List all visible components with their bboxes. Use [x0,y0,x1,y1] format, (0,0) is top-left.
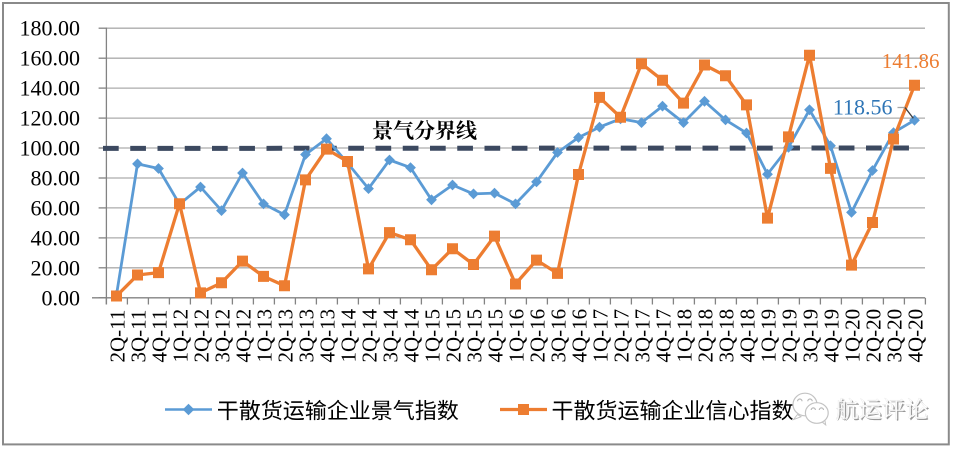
svg-text:120.00: 120.00 [20,106,81,131]
svg-text:20.00: 20.00 [31,255,81,280]
svg-text:0.00: 0.00 [42,285,81,310]
svg-text:80.00: 80.00 [31,166,81,191]
svg-text:60.00: 60.00 [31,195,81,220]
svg-text:141.86: 141.86 [882,49,940,73]
svg-text:4Q-20: 4Q-20 [904,309,928,363]
svg-text:160.00: 160.00 [20,46,81,71]
svg-text:180.00: 180.00 [20,16,81,41]
svg-text:118.56: 118.56 [833,95,893,120]
svg-text:140.00: 140.00 [20,76,81,101]
svg-text:40.00: 40.00 [31,225,81,250]
svg-text:100.00: 100.00 [20,136,81,161]
